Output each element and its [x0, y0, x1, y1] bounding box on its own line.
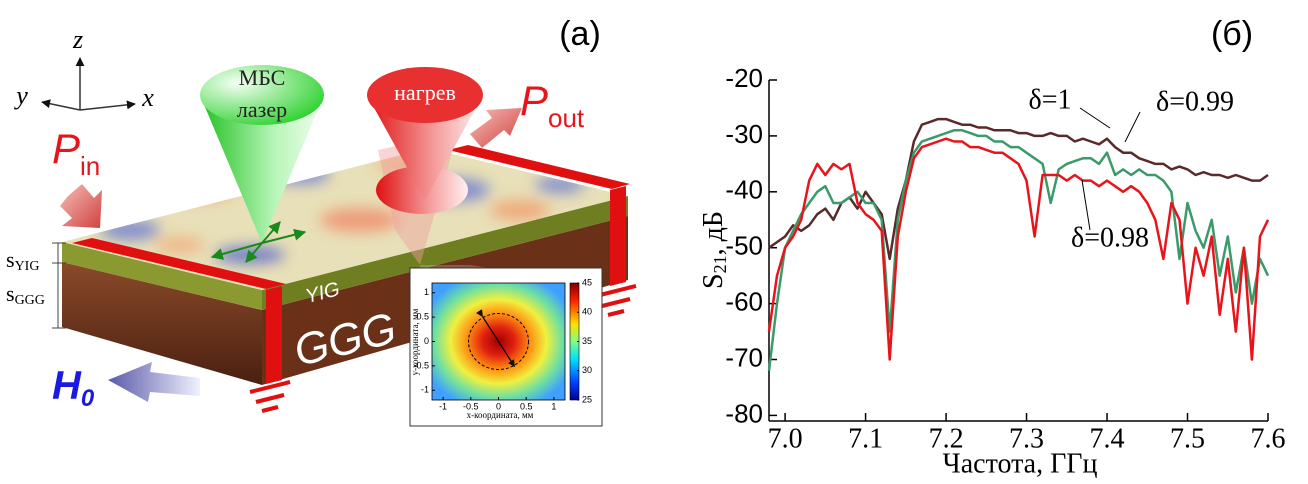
axis-z: z — [72, 25, 83, 54]
s-yig-symbol: s — [6, 247, 15, 272]
p-out-sub: out — [548, 103, 585, 133]
colorbar-tick-label: 25 — [582, 394, 592, 404]
h0-arrow — [108, 362, 200, 402]
x-tick-label: 7.3 — [1009, 423, 1044, 454]
p-in-arrow — [60, 184, 102, 228]
inset-y-tick-label: 1 — [424, 287, 429, 297]
x-tick-label: 7.4 — [1090, 423, 1125, 454]
laser-label-1: МБС — [239, 65, 286, 90]
panel-label: (a) — [559, 15, 601, 53]
laser-label-2: лазер — [237, 97, 287, 122]
colorbar-tick-label: 40 — [582, 307, 592, 317]
x-tick-label: 7.1 — [848, 423, 883, 454]
colorbar-tick-label: 45 — [582, 277, 592, 287]
inset-x-tick-label: 0.5 — [520, 401, 533, 411]
h0-sub: 0 — [81, 385, 95, 412]
h0-symbol: H — [52, 364, 82, 408]
output-antenna-side — [610, 186, 626, 286]
annotation-leader — [1125, 112, 1140, 142]
y-tick-label: -20 — [725, 63, 763, 93]
colorbar-tick-label: 30 — [582, 365, 592, 375]
inset-x-tick-label: 1 — [551, 401, 556, 411]
colorbar-tick-label: 35 — [582, 336, 592, 346]
y-tick-label: -70 — [725, 342, 763, 372]
series-label: δ=0.98 — [1071, 222, 1149, 253]
y-tick-label: -50 — [725, 231, 763, 261]
y-tick-label: -60 — [725, 286, 763, 316]
s-yig-sub: YIG — [15, 259, 40, 274]
series-line — [769, 119, 1268, 259]
p-out-symbol: P — [520, 77, 548, 124]
inset-y-tick-label: -0.5 — [413, 360, 429, 370]
chart-title: (б) — [1211, 15, 1253, 53]
s-ggg-sub: GGG — [15, 293, 45, 308]
p-in-symbol: P — [52, 125, 80, 172]
axis-x: x — [141, 83, 154, 112]
x-tick-label: 7.6 — [1251, 423, 1286, 454]
inset-x-tick-label: -0.5 — [463, 401, 479, 411]
inset-y-tick-label: -1 — [421, 385, 429, 395]
y-tick-label: -80 — [725, 398, 763, 428]
series-label: δ=0.99 — [1156, 86, 1234, 117]
s-ggg-label: sGGG — [6, 281, 45, 308]
inset-x-tick-label: -1 — [439, 401, 447, 411]
x-tick-label: 7.0 — [768, 423, 803, 454]
y-tick-label: -40 — [725, 175, 763, 205]
p-in-sub: in — [80, 151, 100, 181]
inset-y-tick-label: 0.5 — [416, 312, 429, 322]
input-antenna-side — [266, 286, 282, 384]
s-yig-label: sYIG — [6, 247, 39, 274]
annotation-leader — [1080, 108, 1110, 128]
inset-x-label: x-координата, мм — [467, 410, 534, 420]
series-label: δ=1 — [1029, 84, 1072, 115]
x-tick-label: 7.5 — [1170, 423, 1205, 454]
inset-y-tick-label: 0 — [424, 336, 429, 346]
h0-label: H0 — [52, 364, 95, 413]
y-tick-label: -30 — [725, 119, 763, 149]
axis-y: y — [13, 81, 28, 110]
p-in-label: Pin — [52, 125, 100, 181]
s-ggg-symbol: s — [6, 281, 15, 306]
x-tick-label: 7.2 — [929, 423, 964, 454]
heating-label: нагрев — [394, 80, 456, 105]
coord-axes — [42, 58, 135, 110]
p-out-arrow — [470, 108, 522, 148]
figure: (a) z y x Pin Pout МБС лазер нагрев sYIG… — [0, 0, 1308, 484]
inset-x-tick-label: 0 — [496, 401, 501, 411]
p-out-label: Pout — [520, 77, 585, 133]
